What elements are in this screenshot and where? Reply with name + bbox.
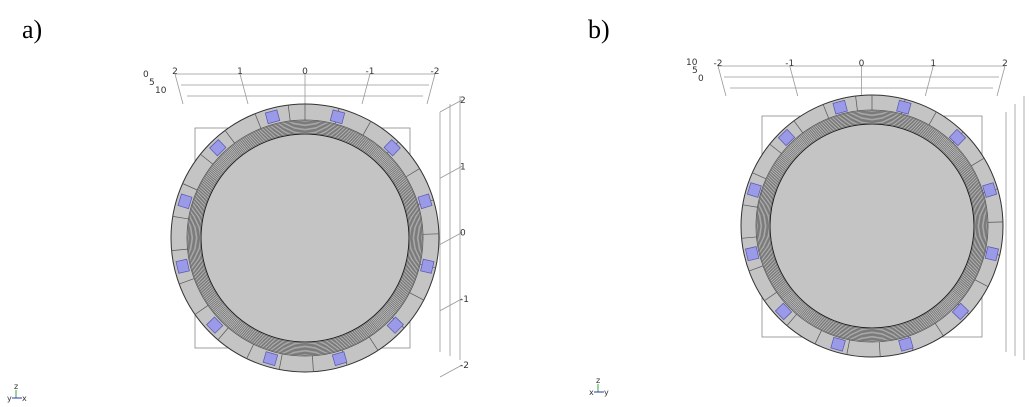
triad-label: z [14,382,18,391]
triad-label: z [596,376,600,385]
triad-label: y [7,394,12,403]
tick-label: 1 [930,59,936,69]
tick [440,233,462,245]
tick [362,74,370,104]
tick-label: 2 [1002,59,1008,69]
tick-label: 1 [237,67,243,77]
depth-tick-label: 5 [149,78,155,88]
tick [925,66,933,96]
tick-label: -2 [431,67,440,77]
depth-tick-label: 5 [692,66,698,76]
magnet [745,247,758,261]
tick [997,66,1005,96]
depth-tick-label: 0 [698,74,704,84]
tick [427,74,435,104]
tick [440,100,462,112]
tick-label: -2 [460,361,469,371]
tick-label: 1 [460,162,466,172]
tick-label: -2 [714,59,723,69]
magnet [176,259,189,273]
panel-label: b) [588,15,610,44]
magnet [421,259,434,273]
triad-label: y [604,388,609,397]
panel-label: a) [22,15,42,44]
magnet [985,247,998,261]
tick-label: 0 [460,229,466,239]
tick-label: -1 [785,59,794,69]
tick-label: 0 [302,67,308,77]
tick-label: 0 [859,59,865,69]
tick-label: -1 [460,295,469,305]
tick [440,166,462,178]
tick-label: 2 [460,96,466,106]
tick-label: -1 [366,67,375,77]
ring [171,104,439,372]
triad-label: x [22,394,27,403]
ring [741,95,1003,357]
figure: a) b) 210-1-20510210-1-2zyx-2-10121050zx… [0,0,1030,407]
triad-label: x [589,388,594,397]
tick-label: 2 [172,67,178,77]
tick [440,299,462,311]
tick [240,74,248,104]
tick [718,66,726,96]
depth-tick-label: 10 [155,86,167,96]
tick [440,365,462,377]
tick [175,74,183,104]
tick [790,66,798,96]
